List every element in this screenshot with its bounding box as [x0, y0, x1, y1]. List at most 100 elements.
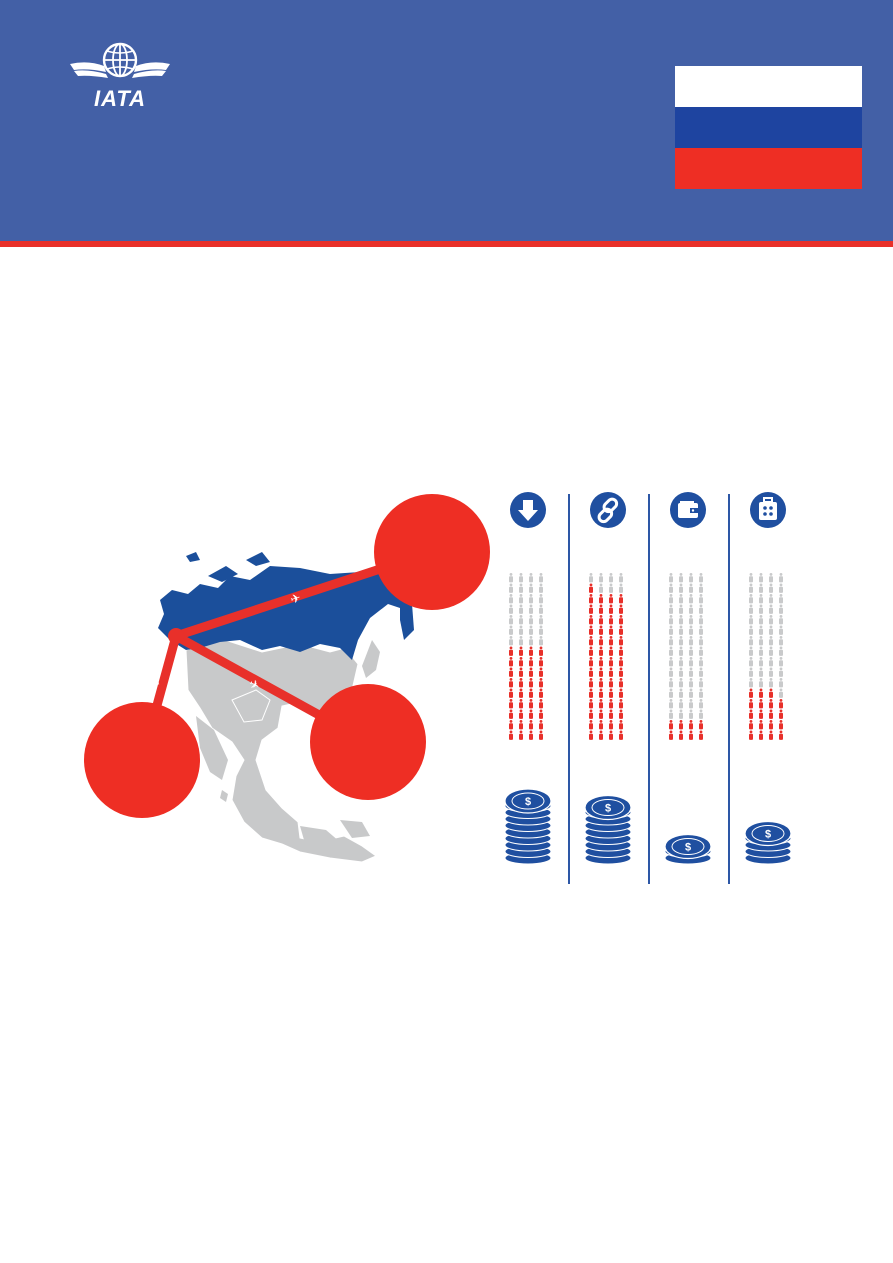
luggage-icon	[750, 492, 786, 528]
person-figure	[529, 573, 533, 583]
person-figure	[589, 678, 593, 688]
person-figure	[759, 604, 763, 614]
person-figure	[539, 625, 543, 635]
iata-logo[interactable]: IATA	[68, 40, 172, 112]
person-figure	[759, 699, 763, 709]
person-figure	[539, 720, 543, 730]
asia-landmass	[185, 639, 378, 863]
india-peninsula	[196, 716, 228, 780]
person-figure	[599, 583, 603, 593]
person-figure	[749, 720, 753, 730]
person-figure	[699, 594, 703, 604]
person-figure	[699, 636, 703, 646]
person-figure	[619, 594, 623, 604]
dollar-icon: $	[525, 796, 531, 808]
person-figure	[759, 625, 763, 635]
person-figure	[779, 720, 783, 730]
person-figure	[779, 636, 783, 646]
person-figure	[599, 657, 603, 667]
person-figure	[769, 615, 773, 625]
person-figure	[689, 625, 693, 635]
person-figure	[609, 699, 613, 709]
asia-landmass	[231, 689, 271, 723]
person-figure	[509, 646, 513, 656]
person-figure	[519, 688, 523, 698]
person-figure	[749, 636, 753, 646]
person-figure	[619, 604, 623, 614]
person-figure	[699, 709, 703, 719]
person-figure	[509, 730, 513, 740]
person-figure	[689, 615, 693, 625]
person-figure	[769, 636, 773, 646]
person-figure	[699, 646, 703, 656]
person-figure	[699, 667, 703, 677]
person-figure	[519, 615, 523, 625]
person-figure	[689, 699, 693, 709]
person-figure	[679, 657, 683, 667]
person-figure	[539, 636, 543, 646]
person-figure	[769, 720, 773, 730]
person-figure	[749, 657, 753, 667]
person-figure	[699, 604, 703, 614]
person-figure	[679, 573, 683, 583]
person-figure	[779, 583, 783, 593]
person-figure	[589, 646, 593, 656]
person-figure	[509, 657, 513, 667]
destination-node-south-west	[84, 702, 200, 818]
person-figure	[769, 667, 773, 677]
person-figure	[589, 625, 593, 635]
person-figure	[679, 667, 683, 677]
person-figure	[589, 636, 593, 646]
person-figure	[689, 636, 693, 646]
person-figure	[769, 657, 773, 667]
person-figure	[589, 730, 593, 740]
person-figure	[779, 573, 783, 583]
person-figure	[599, 667, 603, 677]
person-figure	[619, 699, 623, 709]
column-divider	[568, 494, 570, 884]
person-figure	[529, 615, 533, 625]
person-figure	[509, 594, 513, 604]
person-figure	[539, 699, 543, 709]
person-figure	[609, 583, 613, 593]
person-figure	[509, 667, 513, 677]
person-figure	[769, 646, 773, 656]
person-figure	[599, 604, 603, 614]
person-figure	[599, 594, 603, 604]
column-divider	[728, 494, 730, 884]
person-figure	[589, 709, 593, 719]
person-figure	[539, 646, 543, 656]
person-figure	[619, 625, 623, 635]
destination-node-south-east	[310, 684, 426, 800]
person-figure	[509, 720, 513, 730]
person-figure	[589, 657, 593, 667]
person-figure	[699, 573, 703, 583]
person-figure	[699, 720, 703, 730]
person-figure	[749, 604, 753, 614]
person-figure	[509, 688, 513, 698]
person-figure	[589, 720, 593, 730]
russia-north-islands	[208, 566, 238, 582]
globe-wings-icon	[70, 42, 170, 78]
dollar-icon: $	[605, 803, 611, 815]
person-figure	[779, 730, 783, 740]
origin-node	[168, 628, 184, 644]
person-figure	[609, 688, 613, 698]
person-figure	[529, 636, 533, 646]
person-figure	[529, 657, 533, 667]
person-figure	[669, 583, 673, 593]
person-figure	[759, 573, 763, 583]
person-figure	[769, 594, 773, 604]
person-figure	[769, 699, 773, 709]
person-figure	[779, 615, 783, 625]
person-figure	[509, 625, 513, 635]
person-figure	[589, 583, 593, 593]
person-figure	[759, 667, 763, 677]
kamchatka	[400, 600, 414, 640]
plane-icon: ✈	[289, 590, 303, 606]
person-figure	[609, 678, 613, 688]
person-figure	[689, 667, 693, 677]
person-figure	[539, 583, 543, 593]
flag-stripe-white	[675, 66, 862, 107]
person-figure	[759, 583, 763, 593]
